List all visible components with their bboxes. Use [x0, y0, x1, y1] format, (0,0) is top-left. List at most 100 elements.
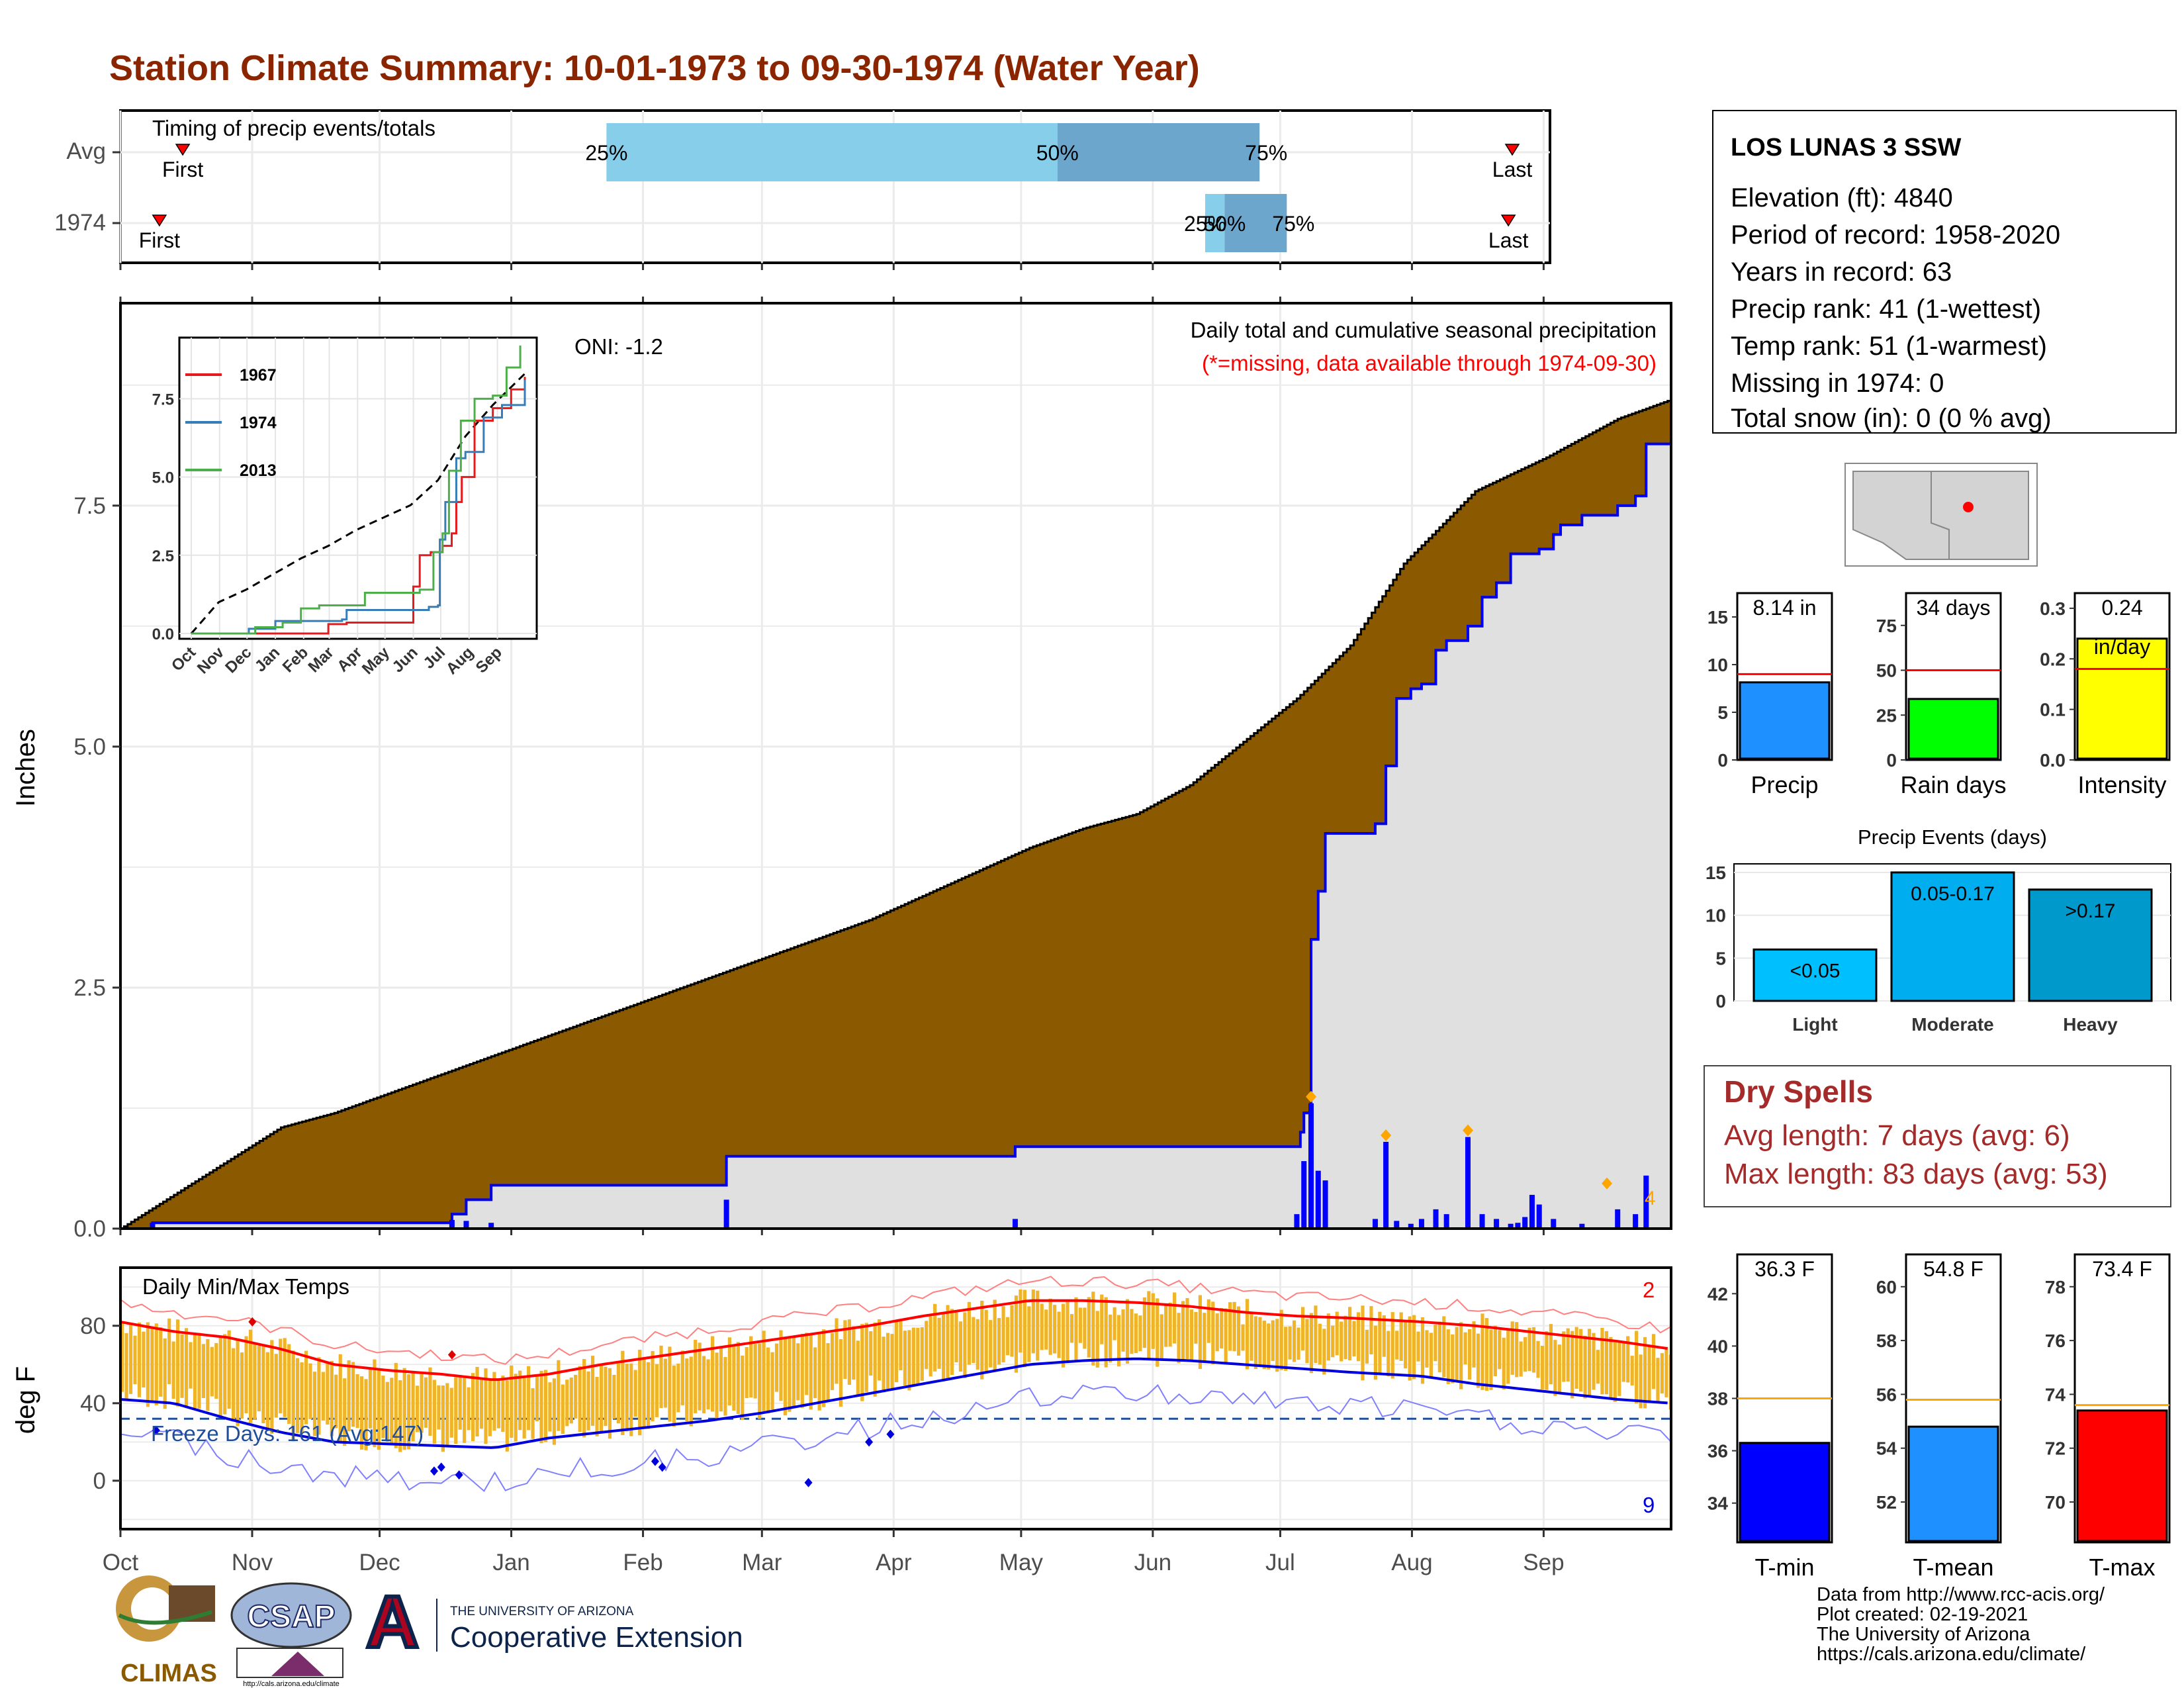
precip-events-ytick-label: 0	[1715, 991, 1726, 1011]
daily-temp-bar	[1630, 1356, 1634, 1385]
temp-summary-ytick-label: 56	[1876, 1384, 1897, 1405]
daily-temp-bar	[980, 1300, 984, 1380]
daily-temp-bar	[304, 1350, 308, 1425]
temp-summary-ytick-label: 54	[1876, 1438, 1897, 1459]
daily-temp-bar	[809, 1335, 813, 1410]
daily-temp-bar	[1005, 1317, 1010, 1356]
precip-panel-header: Daily total and cumulative seasonal prec…	[1191, 318, 1657, 342]
daily-temp-bar	[1267, 1323, 1271, 1370]
daily-precip-bar	[1308, 1103, 1314, 1229]
daily-temp-bar	[839, 1338, 843, 1407]
daily-temp-bar	[869, 1331, 873, 1376]
temp-summary-ytick-label: 36	[1707, 1441, 1728, 1462]
temp-summary-xlabel: T-mean	[1913, 1554, 1993, 1581]
daily-temp-bar	[1040, 1303, 1044, 1350]
timing-p50-label: 50%	[1036, 141, 1079, 165]
daily-temp-bar	[642, 1357, 646, 1429]
daily-temp-bar	[1069, 1314, 1074, 1343]
daily-temp-bar	[984, 1309, 988, 1373]
daily-temp-bar	[505, 1380, 509, 1452]
daily-temp-bar	[1545, 1331, 1549, 1390]
daily-temp-bar	[137, 1322, 142, 1397]
daily-temp-bar	[753, 1344, 757, 1399]
daily-temp-bar	[163, 1338, 167, 1409]
daily-temp-bar	[492, 1372, 496, 1431]
inset-ytick-label: 0.0	[152, 626, 174, 643]
daily-temp-bar	[300, 1362, 304, 1433]
daily-temp-bar	[1510, 1321, 1514, 1375]
daily-temp-bar	[1253, 1316, 1258, 1370]
daily-temp-bar	[621, 1350, 625, 1435]
daily-temp-bar	[167, 1318, 171, 1385]
cumulative-excess-fill	[120, 399, 1671, 1229]
daily-temp-bar	[1074, 1297, 1078, 1362]
daily-temp-bar	[535, 1376, 539, 1422]
daily-temp-bar	[1220, 1308, 1224, 1349]
record-high-line	[120, 1276, 1672, 1365]
daily-temp-bar	[1087, 1297, 1091, 1358]
daily-temp-bar	[257, 1345, 261, 1412]
precip-ylabel: Inches	[11, 729, 40, 807]
daily-precip-bar	[150, 1223, 156, 1229]
month-tick-label: Apr	[876, 1550, 912, 1575]
precip-ytick-label: 2.5	[73, 975, 106, 1001]
daily-temp-bar	[1387, 1331, 1390, 1376]
daily-temp-bar	[146, 1322, 150, 1407]
daily-temp-bar	[210, 1346, 214, 1397]
daily-temp-bar	[873, 1322, 877, 1397]
daily-temp-bar	[835, 1318, 839, 1384]
daily-temp-bar	[373, 1359, 377, 1448]
month-tick-label: Jun	[1134, 1550, 1171, 1575]
daily-temp-bar	[967, 1301, 971, 1365]
climas-logo: CLIMAS	[116, 1575, 217, 1687]
daily-temp-bar	[680, 1350, 684, 1405]
summary-bar-ytick-label: 5	[1717, 702, 1728, 723]
timing-first-label: First	[139, 228, 180, 252]
daily-temp-bar	[946, 1305, 950, 1381]
daily-temp-bar	[548, 1382, 552, 1432]
daily-temp-bar	[496, 1378, 500, 1429]
daily-temp-bar	[330, 1360, 334, 1436]
daily-temp-bar	[817, 1334, 821, 1411]
daily-precip-bar	[1301, 1161, 1307, 1229]
daily-temp-bar	[561, 1384, 565, 1434]
station-location-marker	[1963, 502, 1974, 512]
daily-temp-bar	[608, 1368, 612, 1439]
daily-temp-bar	[1109, 1314, 1113, 1363]
daily-temp-bar	[1348, 1307, 1352, 1360]
daily-temp-bar	[1125, 1299, 1130, 1364]
daily-temp-bar	[1664, 1346, 1668, 1397]
daily-temp-bar	[407, 1374, 411, 1450]
dry-spells-title: Dry Spells	[1724, 1074, 1873, 1109]
daily-temp-bar	[1361, 1305, 1365, 1381]
daily-temp-bar	[929, 1316, 933, 1377]
daily-temp-bar	[899, 1319, 903, 1371]
temp-ytick-label: 0	[93, 1468, 106, 1494]
daily-temp-bar	[1531, 1327, 1536, 1373]
daily-temp-bar	[638, 1349, 642, 1436]
daily-precip-bar	[1012, 1219, 1018, 1229]
avg-tmax-line	[120, 1299, 1668, 1382]
temp-summary-ytick-label: 58	[1876, 1331, 1897, 1351]
timing-p25-label: 25%	[585, 141, 627, 165]
daily-precip-bar	[1615, 1209, 1621, 1229]
daily-temp-bar	[244, 1336, 248, 1413]
summary-bar-ytick-label: 0.2	[2040, 649, 2066, 669]
daily-temp-bar	[925, 1321, 929, 1370]
daily-temp-bar	[159, 1327, 163, 1397]
daily-temp-bar	[633, 1370, 637, 1417]
daily-precip-bar	[1579, 1223, 1585, 1229]
temp-summary-value: 36.3 F	[1754, 1257, 1815, 1281]
month-tick-label: Oct	[103, 1550, 139, 1575]
daily-temp-bar	[1206, 1299, 1210, 1343]
daily-temp-bar	[954, 1312, 958, 1363]
daily-temp-bar	[706, 1359, 710, 1410]
daily-temp-bar	[590, 1356, 595, 1426]
daily-temp-bar	[1134, 1313, 1138, 1354]
daily-temp-bar	[1151, 1293, 1155, 1349]
daily-temp-bar	[663, 1358, 668, 1408]
summary-bar-value: 34 days	[1916, 596, 1990, 620]
daily-temp-bar	[1271, 1320, 1275, 1362]
daily-temp-bar	[522, 1377, 526, 1439]
daily-temp-bar	[612, 1374, 616, 1419]
